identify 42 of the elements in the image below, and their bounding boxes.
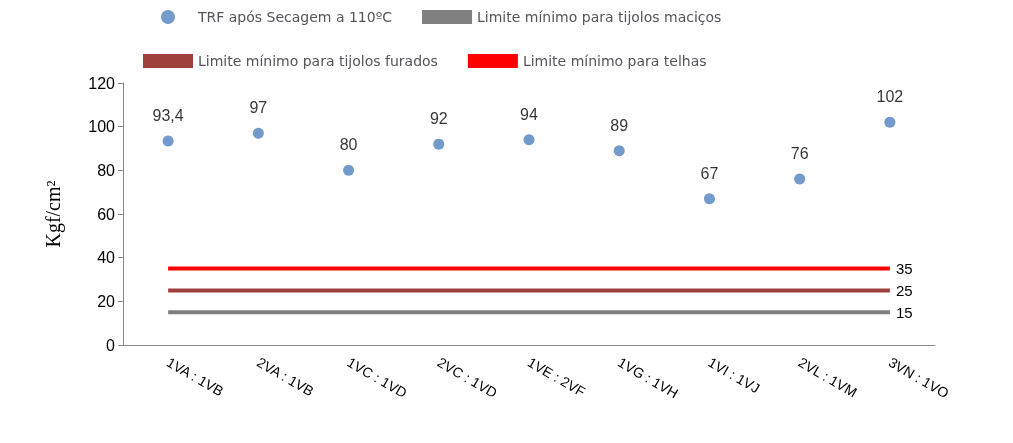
x-tick-label: 1VA : 1VB — [164, 354, 227, 400]
point — [343, 164, 355, 176]
y-axis-title: Kgf/cm² — [42, 180, 65, 248]
y-tick-label: 0 — [106, 336, 116, 354]
x-tick-label: 1VE : 2VF — [525, 354, 589, 400]
point — [703, 193, 715, 205]
data-label: 97 — [249, 99, 268, 117]
point — [433, 138, 445, 150]
x-tick-label: 1VI : 1VJ — [705, 354, 763, 397]
x-tick-label: 2VA : 1VB — [254, 354, 317, 400]
data-label: 25 — [895, 281, 913, 299]
y-tick-label: 120 — [88, 74, 116, 92]
legend-label: Limite mínimo para telhas — [522, 53, 707, 69]
x-tick-label: 2VC : 1VD — [434, 354, 500, 401]
data-label: 92 — [429, 110, 448, 128]
legend-label: TRF após Secagem a 110ºC — [197, 9, 393, 25]
x-tick-label: 2VL : 1VM — [795, 354, 860, 401]
data-label: 80 — [339, 136, 358, 154]
data-label: 102 — [876, 88, 904, 106]
y-tick-label: 80 — [97, 161, 116, 179]
data-label: 35 — [895, 260, 913, 278]
point — [613, 145, 625, 157]
point — [523, 134, 535, 146]
x-tick-label: 1VC : 1VD — [344, 354, 410, 401]
data-label: 76 — [790, 145, 809, 163]
y-tick-label: 40 — [97, 249, 116, 267]
data-label: 67 — [700, 164, 719, 182]
point — [162, 135, 174, 147]
data-label: 93,4 — [152, 107, 184, 125]
x-tick-label: 1VG : 1VH — [615, 354, 682, 402]
point — [252, 127, 264, 139]
data-label: 94 — [520, 105, 538, 123]
legend-label: Limite mínimo para tijolos furados — [198, 53, 438, 69]
y-tick-label: 60 — [97, 205, 116, 223]
point — [884, 116, 896, 128]
data-label: 89 — [610, 116, 629, 134]
legend-label: Limite mínimo para tijolos maciços — [477, 9, 722, 25]
x-tick-label: 3VN : 1VO — [885, 354, 952, 402]
y-tick-label: 100 — [88, 118, 116, 136]
data-label: 15 — [895, 303, 913, 321]
y-tick-label: 20 — [97, 292, 116, 310]
point — [794, 173, 806, 185]
